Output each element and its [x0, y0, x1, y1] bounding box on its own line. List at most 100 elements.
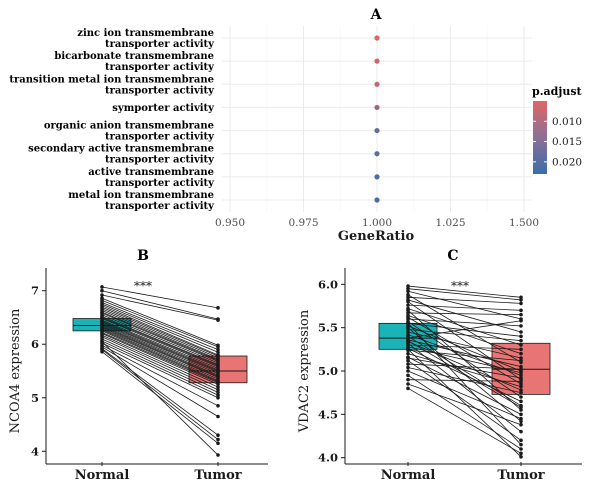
panel-c-point-tumor	[519, 367, 523, 372]
panel-c-point-tumor	[519, 308, 523, 313]
panel-b-point-tumor	[216, 385, 220, 389]
panel-c-point-normal	[406, 365, 410, 370]
panel-c-point-normal	[406, 382, 410, 386]
panel-b-point-tumor	[216, 382, 220, 387]
panel-c-pair-line	[407, 348, 522, 402]
panel-c-point-tumor	[519, 388, 523, 392]
panel-b-point-normal	[100, 285, 104, 289]
panel-b-point-tumor	[216, 403, 220, 408]
panel-c-significance: ***	[451, 279, 469, 293]
panel-c-pair-line	[407, 349, 522, 458]
panel-c-point-tumor	[519, 312, 523, 317]
panel-a-point	[374, 151, 380, 157]
panel-a-x-tick-label: 1.025	[435, 217, 465, 229]
panel-c-point-tumor	[519, 379, 523, 384]
panel-a-x-tick-label: 1.500	[509, 217, 539, 229]
panel-c-y-tick-label: 4.5	[318, 407, 338, 421]
panel-a-point	[374, 58, 380, 64]
panel-c-point-tumor	[519, 405, 523, 410]
panel-a-category-label-line: organic anion transmembrane	[44, 121, 214, 132]
panel-b-pair-line	[101, 290, 219, 320]
panel-c-pair-line	[407, 356, 522, 415]
panel-c-point-normal	[406, 330, 410, 334]
panel-b-point-tumor	[216, 395, 220, 400]
panel-c-pair-line	[407, 360, 522, 441]
panel-c-point-tumor	[519, 358, 523, 363]
panel-b-point-normal	[100, 349, 104, 354]
panel-c-pair-line	[407, 288, 522, 301]
panel-b-pair-line	[101, 322, 219, 373]
panel-c-pair-line	[407, 312, 522, 316]
panel-b-pair-line	[101, 311, 219, 361]
padjust-legend-title: p.adjust	[532, 85, 583, 98]
panel-c-point-normal	[406, 362, 410, 366]
panel-b-pair-line	[101, 348, 219, 436]
panel-b-y-tick-label: 5	[31, 391, 39, 405]
panel-a-category-label: zinc ion transmembrane transporter activi…	[77, 28, 215, 50]
panel-b-x-ticks: Normal Tumor	[75, 462, 242, 483]
panel-b-title: B	[137, 248, 149, 264]
panel-c-pair-line	[407, 321, 522, 398]
panel-b-pair-line	[101, 302, 219, 350]
panel-a-x-tick-label: 1.000	[362, 217, 392, 229]
panel-b-point-tumor	[216, 453, 220, 457]
panel-c-pair-line	[407, 374, 522, 450]
panel-c-point-tumor	[519, 356, 523, 360]
panel-c-x-tick-label: Tumor	[497, 468, 544, 483]
panel-c-pair-line	[407, 335, 522, 407]
panel-b-x-tick-label: Tumor	[194, 468, 241, 483]
panel-c-y-tick-label: 6.0	[318, 277, 338, 291]
panel-c-pair-line	[407, 357, 522, 379]
panel-a-category-label: active transmembrane transporter activity	[88, 167, 215, 189]
panel-b-pair-line	[101, 342, 219, 399]
panel-a-category-label: bicarbonate transmembrane transporter act…	[54, 51, 215, 73]
panel-a-x-tick-label: 0.950	[215, 217, 245, 229]
panel-c-point-normal	[406, 284, 410, 288]
panel-c-point-tumor	[519, 324, 523, 328]
panel-c-point-normal	[406, 289, 410, 294]
panel-c-pair-line	[407, 340, 522, 408]
panel-b-pair-line	[101, 324, 219, 375]
panel-b-point-tumor	[216, 306, 220, 310]
padjust-legend-label: 0.010	[552, 116, 582, 128]
panel-a-point	[374, 104, 380, 111]
panel-c-point-tumor	[519, 438, 523, 443]
panel-a: A zinc ion transmembrane transporter acti…	[9, 7, 582, 244]
panel-b-pair-line	[101, 351, 219, 444]
panel-a-title: A	[370, 7, 383, 23]
panel-b-points	[100, 285, 220, 457]
panel-b-point-tumor	[216, 347, 220, 352]
panel-c-pair-line	[407, 323, 522, 445]
panel-a-category-label-line: transporter activity	[105, 201, 215, 212]
panel-c-point-tumor	[519, 416, 523, 421]
panel-a-category-label-line: metal ion transmembrane	[68, 190, 214, 201]
panel-b-pair-line	[101, 332, 219, 384]
panel-c-point-normal	[406, 303, 410, 307]
panel-c-point-normal	[406, 311, 410, 315]
panel-c-pair-line	[407, 329, 522, 342]
panel-b-pair-line	[101, 314, 219, 364]
panel-c-point-tumor	[519, 298, 523, 302]
panel-c-pair-line	[407, 387, 522, 454]
panel-a-category-label: organic anion transmembrane transporter a…	[44, 121, 215, 143]
panel-c-point-tumor	[519, 455, 523, 459]
panel-a-category-label-line: active transmembrane	[88, 167, 214, 178]
panel-c-point-tumor	[519, 373, 523, 378]
panel-c-point-normal	[406, 292, 410, 297]
panel-b-y-axis-label: NCOA4 expression	[8, 308, 23, 433]
panel-a-point	[374, 174, 380, 180]
panel-c-pair-line	[407, 367, 522, 394]
panel-c-point-normal	[406, 295, 410, 300]
panel-c-point-tumor	[519, 442, 523, 447]
panel-b-pair-line	[101, 297, 219, 346]
panel-a-category-label-line: transporter activity	[105, 85, 215, 96]
panel-c-pair-line	[407, 296, 522, 304]
panel-c-x-ticks: Normal Tumor	[381, 462, 545, 483]
panel-b-pair-line	[101, 325, 219, 376]
panel-b-pair-line	[101, 330, 219, 383]
panel-c-x-tick-label: Normal	[381, 468, 436, 483]
panel-b: B NCOA4 expression 4 5 6 7 Normal Tumor ***	[8, 248, 268, 483]
panel-a-category-label: secondary active transmembrane transporte…	[28, 144, 215, 166]
panel-a-x-axis-label: GeneRatio	[338, 229, 415, 244]
panel-c-y-tick-label: 5.0	[318, 364, 338, 378]
